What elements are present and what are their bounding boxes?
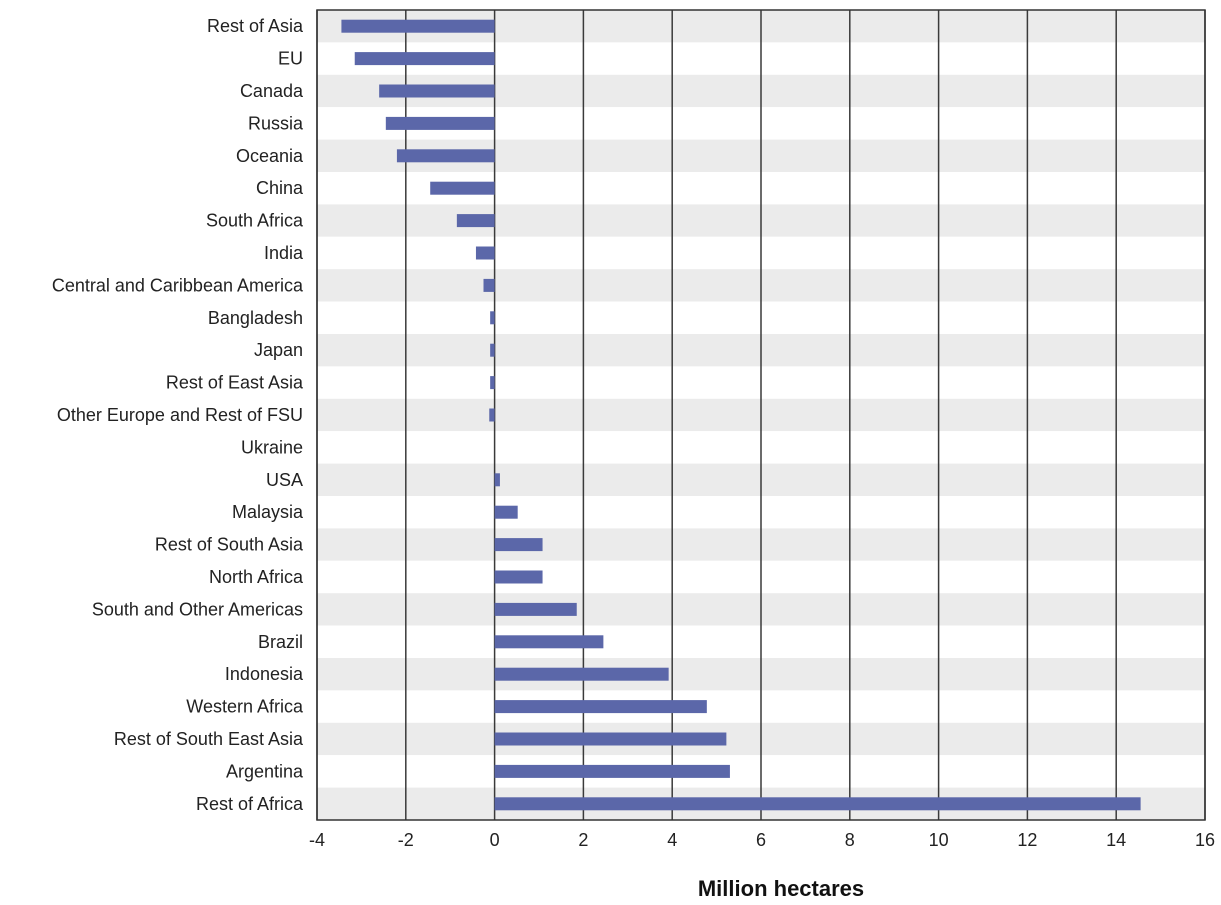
x-tick-label: 16 [1195,830,1215,850]
category-label-rest-of-africa: Rest of Africa [196,794,304,814]
category-label-ukraine: Ukraine [241,437,303,457]
bar-brazil [494,635,604,649]
vertical-gridlines [316,10,1206,820]
x-tick-label: 12 [1017,830,1037,850]
bar-north-africa [494,570,543,584]
bar-western-africa [494,700,707,714]
x-tick-label: 10 [929,830,949,850]
x-tick-label: 8 [845,830,855,850]
bar-rest-of-east-asia [490,376,495,390]
category-labels: Rest of Asia EU Canada Russia Oceania China So… [52,16,304,814]
bars-group [341,19,1141,811]
bar-bangladesh [490,311,495,325]
category-label-eu: EU [278,49,303,69]
x-tick-label: 0 [490,830,500,850]
bar-canada [379,84,495,98]
category-label-japan: Japan [254,340,303,360]
category-label-russia: Russia [248,113,304,133]
x-tick-label: -2 [398,830,414,850]
category-label-brazil: Brazil [258,632,303,652]
category-label-canada: Canada [240,81,304,101]
category-label-indonesia: Indonesia [225,664,304,684]
category-label-rest-of-south-east-asia: Rest of South East Asia [114,729,304,749]
bar-russia [385,116,495,130]
bar-indonesia [494,667,669,681]
bar-malaysia [494,505,518,519]
category-label-north-africa: North Africa [209,567,304,587]
category-label-oceania: Oceania [236,146,304,166]
category-label-central-and-caribbean-america: Central and Caribbean America [52,275,304,295]
category-label-india: India [264,243,304,263]
bar-other-europe-and-rest-of-fsu [489,408,495,422]
category-label-south-africa: South Africa [206,211,304,231]
category-label-rest-of-south-asia: Rest of South Asia [155,535,304,555]
category-label-argentina: Argentina [226,761,304,781]
bar-oceania [396,149,495,163]
category-label-other-europe-and-rest-of-fsu: Other Europe and Rest of FSU [57,405,303,425]
bar-argentina [494,764,730,778]
x-tick-label: 4 [667,830,677,850]
plot-frame [316,9,1206,821]
category-label-rest-of-east-asia: Rest of East Asia [166,373,304,393]
category-label-usa: USA [266,470,303,490]
category-label-rest-of-asia: Rest of Asia [207,16,304,36]
bar-rest-of-south-east-asia [494,732,727,746]
bar-eu [354,52,495,66]
bar-south-and-other-americas [494,602,577,616]
bar-rest-of-south-asia [494,538,543,552]
bar-japan [490,343,495,357]
bar-rest-of-asia [341,19,495,33]
bar-south-africa [456,214,495,228]
x-tick-label: 6 [756,830,766,850]
category-label-bangladesh: Bangladesh [208,308,303,328]
bar-central-and-caribbean-america [483,278,495,292]
category-label-malaysia: Malaysia [232,502,304,522]
x-tick-label: 2 [578,830,588,850]
category-label-china: China [256,178,304,198]
x-tick-label: -4 [309,830,325,850]
bar-china [430,181,495,195]
bar-rest-of-africa [494,797,1141,811]
bar-india [475,246,495,260]
category-label-south-and-other-americas: South and Other Americas [92,599,303,619]
x-axis-title: Million hectares [698,876,864,900]
x-tick-labels: -4 -2 0 2 4 6 8 10 12 14 16 [309,830,1215,850]
x-tick-label: 14 [1106,830,1126,850]
bar-usa [494,473,500,487]
category-label-western-africa: Western Africa [186,697,304,717]
